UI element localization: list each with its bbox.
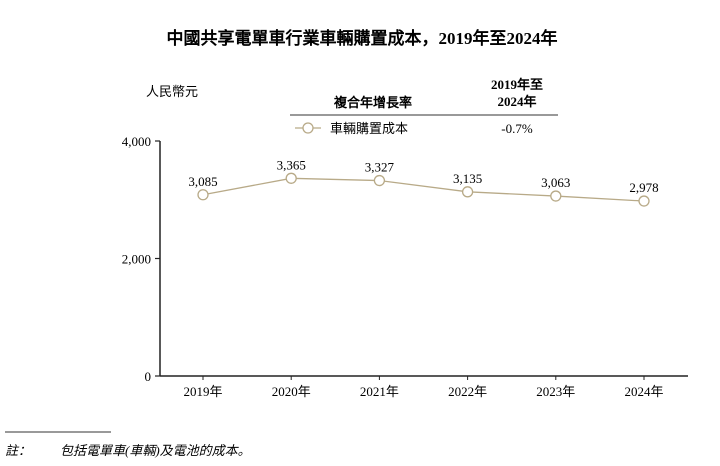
legend-cagr-header: 複合年增長率: [333, 95, 412, 110]
data-label: 3,327: [365, 160, 395, 175]
data-point: [461, 186, 474, 198]
data-label: 2,978: [629, 180, 658, 195]
legend-cagr-value: -0.7%: [501, 121, 533, 136]
y-axis-label: 人民幣元: [146, 84, 198, 99]
footnote-text: 包括電單車(車輛)及電池的成本。: [60, 443, 251, 458]
data-point: [373, 174, 386, 187]
x-tick-label: 2021年: [360, 384, 399, 399]
data-label: 3,365: [277, 157, 306, 172]
series-line: [202, 177, 645, 202]
x-tick-label: 2024年: [624, 384, 663, 399]
x-tick-label: 2023年: [536, 384, 575, 399]
legend-period-line2: 2024年: [497, 94, 536, 109]
x-tick-label: 2020年: [272, 384, 311, 399]
data-point: [638, 195, 650, 207]
legend-marker-icon: [302, 122, 314, 134]
legend-period-line1: 2019年至: [491, 77, 543, 92]
data-point: [197, 189, 209, 201]
data-label: 3,063: [541, 175, 570, 190]
footnote-label: 註：: [5, 443, 31, 458]
data-label: 3,135: [453, 171, 482, 186]
y-tick-label: 4,000: [122, 134, 151, 149]
chart-title: 中國共享電單車行業車輛購置成本，2019年至2024年: [167, 28, 558, 48]
y-tick-label: 2,000: [122, 252, 151, 267]
x-tick-label: 2019年: [183, 384, 222, 399]
legend-series-label: 車輛購置成本: [330, 121, 408, 136]
data-point: [285, 172, 297, 184]
data-point: [550, 190, 562, 202]
data-label: 3,085: [188, 174, 217, 189]
y-tick-label: 0: [145, 369, 152, 384]
x-tick-label: 2022年: [448, 384, 487, 399]
